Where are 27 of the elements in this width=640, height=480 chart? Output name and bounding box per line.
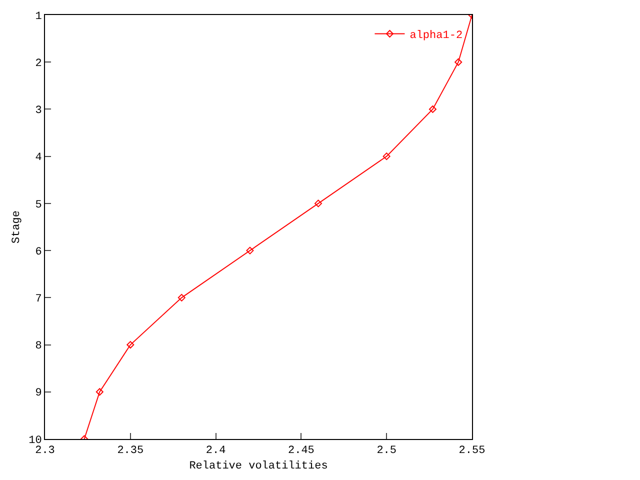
y-tick-label: 4 — [35, 152, 42, 164]
legend-label: alpha1-2 — [410, 30, 463, 42]
x-axis-title: Relative volatilities — [189, 460, 328, 472]
x-tick-label: 2.3 — [35, 445, 55, 458]
y-tick-label: 1 — [35, 10, 42, 23]
y-tick-label: 9 — [35, 388, 42, 400]
y-tick-label: 3 — [35, 105, 42, 118]
y-axis-title: Stage — [11, 210, 24, 244]
y-tick-label: 10 — [28, 434, 42, 447]
point — [246, 246, 254, 254]
y-tick-label: 8 — [35, 340, 42, 353]
x-tick-label: 2.5 — [376, 445, 397, 458]
point — [96, 388, 104, 396]
y-tick-label: 6 — [35, 246, 42, 258]
x-tick-label: 2.4 — [206, 445, 226, 458]
point — [454, 58, 462, 66]
y-tick-label: 5 — [35, 199, 42, 212]
x-tick-label: 2.35 — [117, 445, 144, 458]
point — [428, 105, 436, 113]
point — [178, 294, 186, 302]
x-tick-label: 2.55 — [458, 445, 486, 458]
point — [126, 341, 134, 349]
y-tick-label: 7 — [35, 294, 42, 306]
y-tick-label: 2 — [35, 58, 42, 70]
point — [314, 200, 322, 208]
x-tick-label: 2.45 — [288, 445, 314, 458]
point — [382, 152, 390, 160]
